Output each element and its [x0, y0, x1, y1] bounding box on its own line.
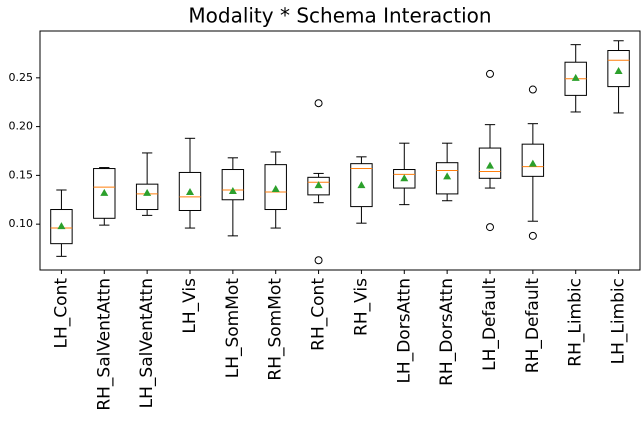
x-tick-label: RH_Cont [309, 278, 329, 351]
y-tick-label: 0.25 [9, 71, 34, 84]
x-tick-label: LH_Vis [180, 278, 200, 334]
box [178, 171, 202, 211]
box [521, 143, 545, 177]
flier [486, 223, 494, 232]
mean-marker [528, 159, 537, 167]
y-tick-label: 0.15 [9, 168, 34, 181]
x-tick-label: RH_SalVentAttn [94, 278, 114, 411]
box [135, 183, 159, 211]
x-tick-label: LH_Default [480, 278, 500, 371]
box [607, 50, 630, 88]
box [478, 147, 502, 179]
x-tick-label: LH_Cont [51, 278, 71, 349]
x-tick-label: RH_Limbic [566, 278, 586, 367]
x-tick-label: RH_Default [523, 278, 543, 374]
mean-marker [57, 222, 66, 230]
mean-marker [486, 161, 494, 169]
mean-marker [143, 188, 152, 196]
flier [314, 99, 323, 108]
mean-marker [314, 181, 323, 189]
box [393, 169, 416, 189]
box [350, 163, 373, 208]
box [264, 164, 287, 211]
x-tick-label: LH_SalVentAttn [137, 278, 157, 408]
chart-title: Modality * Schema Interaction [188, 4, 491, 28]
mean-marker [271, 185, 280, 193]
x-tick-label: RH_Vis [351, 278, 371, 336]
flier [314, 256, 323, 265]
x-tick-label: LH_Limbic [609, 278, 629, 364]
box [435, 162, 459, 195]
x-tick-label: RH_SomMot [266, 278, 286, 381]
x-tick-label: RH_DorsAttn [437, 278, 457, 386]
box [221, 169, 245, 201]
x-tick-label: LH_DorsAttn [394, 278, 414, 384]
plot-frame [39, 30, 641, 271]
mean-marker [443, 172, 452, 180]
box [50, 209, 73, 245]
flier [486, 69, 494, 78]
x-tick-label: LH_SomMot [223, 278, 243, 379]
box [93, 168, 116, 219]
flier [528, 231, 537, 240]
mean-marker [100, 188, 109, 196]
y-tick-label: 0.10 [9, 217, 34, 230]
mean-marker [614, 66, 623, 74]
box [307, 176, 330, 196]
mean-marker [228, 186, 237, 194]
mean-marker [571, 73, 580, 81]
y-tick-label: 0.20 [9, 120, 34, 133]
mean-marker [400, 174, 409, 182]
mean-marker [357, 181, 366, 189]
mean-marker [186, 187, 194, 195]
flier [528, 85, 537, 94]
